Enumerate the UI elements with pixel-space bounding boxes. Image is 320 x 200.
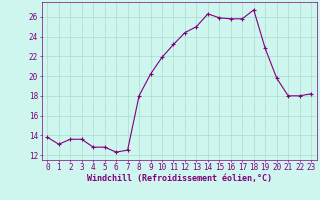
X-axis label: Windchill (Refroidissement éolien,°C): Windchill (Refroidissement éolien,°C) [87, 174, 272, 183]
